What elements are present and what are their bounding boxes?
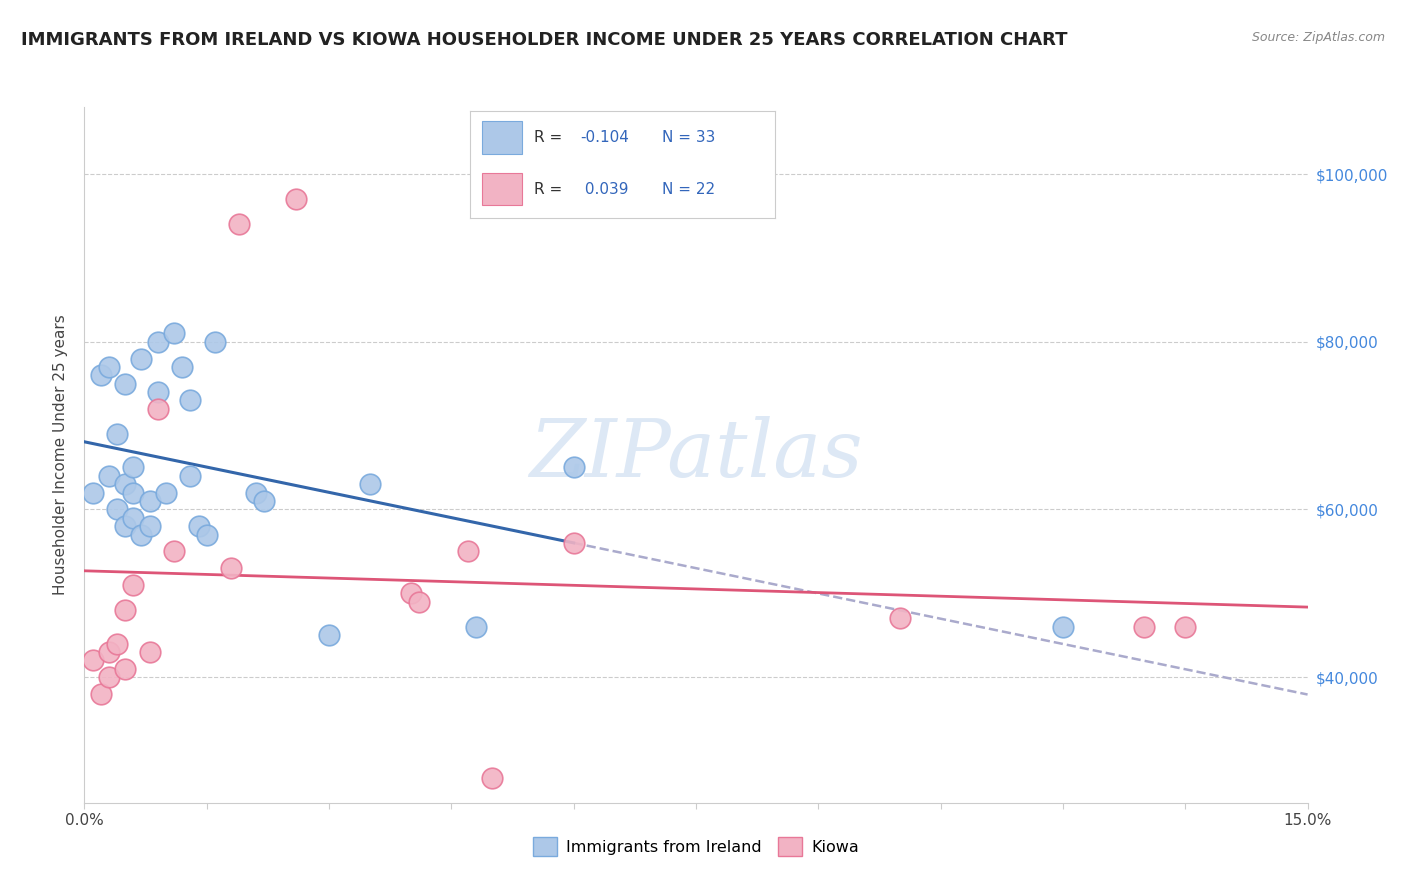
Point: [82, 653, 104, 667]
Text: ZIPatlas: ZIPatlas: [529, 417, 863, 493]
Point: [195, 527, 218, 541]
Point: [1133, 620, 1156, 634]
Point: [179, 393, 201, 408]
Point: [172, 359, 194, 374]
Point: [146, 385, 169, 400]
Point: [97, 645, 120, 659]
Point: [138, 494, 160, 508]
Point: [146, 334, 169, 349]
Point: [90, 368, 112, 383]
Point: [155, 485, 177, 500]
Point: [399, 586, 422, 600]
Point: [97, 468, 120, 483]
Point: [464, 620, 486, 634]
Point: [114, 519, 136, 533]
Point: [146, 401, 169, 416]
Point: [122, 578, 145, 592]
Point: [114, 376, 136, 391]
Point: [219, 561, 242, 575]
Point: [481, 771, 503, 785]
Point: [105, 636, 128, 650]
Point: [318, 628, 340, 642]
Point: [131, 527, 153, 541]
Y-axis label: Householder Income Under 25 years: Householder Income Under 25 years: [53, 315, 69, 595]
Point: [163, 544, 186, 558]
Point: [187, 519, 209, 533]
Point: [122, 510, 145, 524]
Point: [105, 502, 128, 516]
Point: [228, 218, 250, 232]
Point: [82, 485, 104, 500]
Point: [562, 536, 585, 550]
Point: [97, 359, 120, 374]
Point: [253, 494, 276, 508]
Point: [114, 662, 136, 676]
Text: IMMIGRANTS FROM IRELAND VS KIOWA HOUSEHOLDER INCOME UNDER 25 YEARS CORRELATION C: IMMIGRANTS FROM IRELAND VS KIOWA HOUSEHO…: [21, 31, 1067, 49]
Point: [179, 468, 201, 483]
Text: Source: ZipAtlas.com: Source: ZipAtlas.com: [1251, 31, 1385, 45]
Point: [131, 351, 153, 366]
Point: [408, 594, 430, 608]
Point: [122, 460, 145, 475]
Point: [122, 485, 145, 500]
Point: [105, 427, 128, 442]
Point: [138, 519, 160, 533]
Point: [1052, 620, 1074, 634]
Point: [457, 544, 479, 558]
Point: [1174, 620, 1197, 634]
Legend: Immigrants from Ireland, Kiowa: Immigrants from Ireland, Kiowa: [524, 829, 868, 864]
Point: [138, 645, 160, 659]
Point: [204, 334, 226, 349]
Point: [359, 477, 381, 491]
Point: [114, 603, 136, 617]
Point: [97, 670, 120, 684]
Point: [562, 460, 585, 475]
Point: [114, 477, 136, 491]
Point: [285, 192, 308, 206]
Point: [245, 485, 267, 500]
Point: [889, 611, 911, 625]
Point: [90, 687, 112, 701]
Point: [163, 326, 186, 341]
